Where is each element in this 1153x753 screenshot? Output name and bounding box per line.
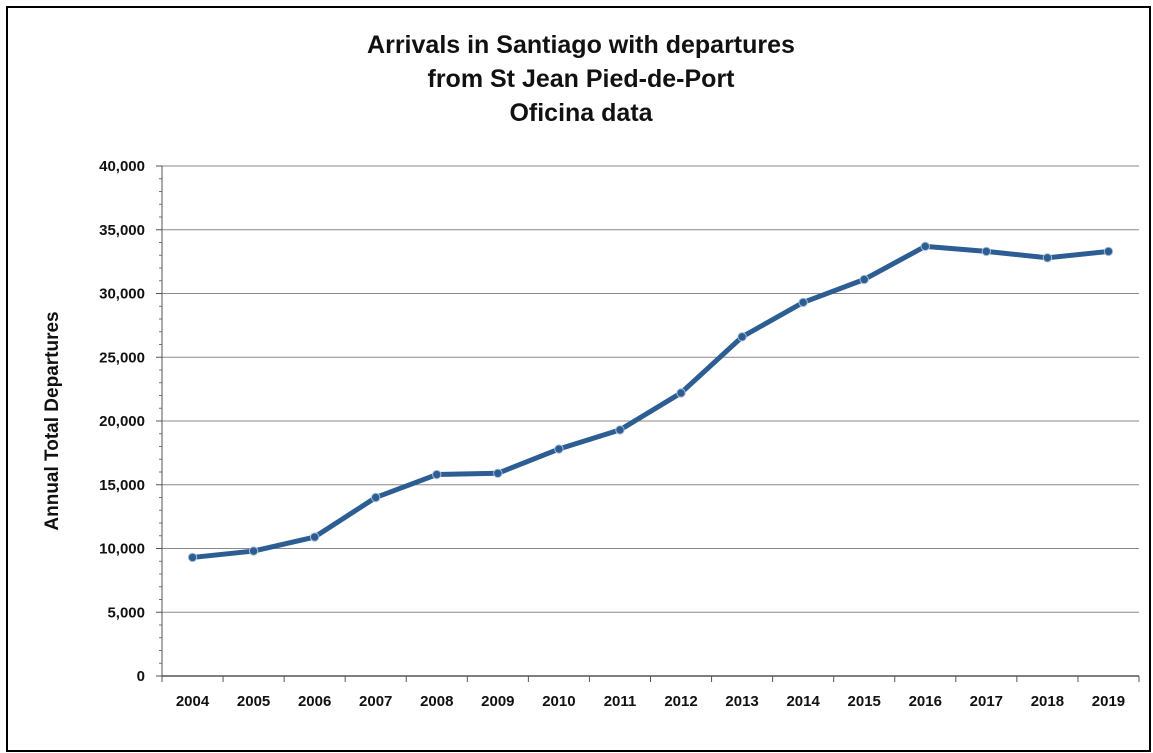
axes: [156, 165, 1140, 682]
chart-title: Arrivals in Santiago with departures fro…: [367, 31, 795, 127]
data-point: [248, 546, 259, 556]
x-tick-label: 2014: [786, 693, 820, 710]
data-point: [798, 297, 808, 308]
x-tick-label: 2007: [359, 693, 392, 710]
x-tick-label: 2017: [970, 693, 1003, 710]
chart-title-line-2: from St Jean Pied-de-Port: [428, 65, 736, 93]
y-tick-label: 15,000: [99, 477, 145, 494]
x-tick-label: 2016: [909, 693, 942, 710]
data-point: [981, 246, 992, 257]
data-point: [615, 425, 625, 435]
x-tick-label: 2005: [237, 693, 270, 710]
x-tick-label: 2009: [481, 693, 514, 710]
data-point: [371, 492, 381, 503]
data-point: [676, 388, 686, 398]
x-tick-labels: 2004 2005 2006 2007 2008 2009 2010 2011 2012 2013…: [176, 693, 1125, 710]
x-tick-label: 2010: [542, 693, 575, 710]
y-tick-label: 10,000: [99, 541, 145, 558]
data-point: [187, 552, 198, 563]
data-point: [554, 444, 564, 454]
y-tick-label: 20,000: [99, 413, 145, 430]
y-tick-label: 40,000: [99, 158, 145, 175]
data-point: [309, 532, 320, 542]
chart-title-line-1: Arrivals in Santiago with departures: [367, 31, 795, 59]
x-tick-label: 2019: [1092, 693, 1125, 710]
y-tick-label: 0: [137, 668, 145, 685]
x-tick-label: 2011: [604, 693, 637, 710]
gridlines: [162, 165, 1139, 613]
data-point: [1103, 246, 1114, 257]
series-group: [187, 241, 1114, 563]
x-tick-label: 2006: [298, 693, 331, 710]
x-tick-label: 2015: [848, 693, 881, 710]
data-point: [432, 469, 442, 480]
x-tick-label: 2012: [664, 693, 697, 710]
series-line: [190, 243, 1111, 560]
x-tick-label: 2008: [420, 693, 453, 710]
data-point: [493, 468, 503, 478]
chart-frame: [6, 6, 1151, 752]
data-point: [737, 332, 747, 342]
y-tick-label: 25,000: [99, 349, 145, 366]
y-tick-label: 35,000: [99, 222, 145, 239]
x-tick-label: 2018: [1031, 693, 1064, 710]
y-tick-label: 30,000: [99, 286, 145, 303]
chart-title-line-3: Oficina data: [509, 99, 653, 127]
y-axis-title: Annual Total Departures: [42, 311, 63, 530]
x-tick-label: 2013: [725, 693, 758, 710]
data-point: [859, 274, 869, 285]
y-tick-label: 5,000: [107, 604, 145, 621]
data-point: [1042, 253, 1053, 263]
y-tick-labels: 0 5,000 10,000 15,000 20,000 25,000 30,000 35,0…: [99, 158, 145, 685]
data-point: [920, 241, 930, 252]
x-tick-label: 2004: [176, 693, 210, 710]
